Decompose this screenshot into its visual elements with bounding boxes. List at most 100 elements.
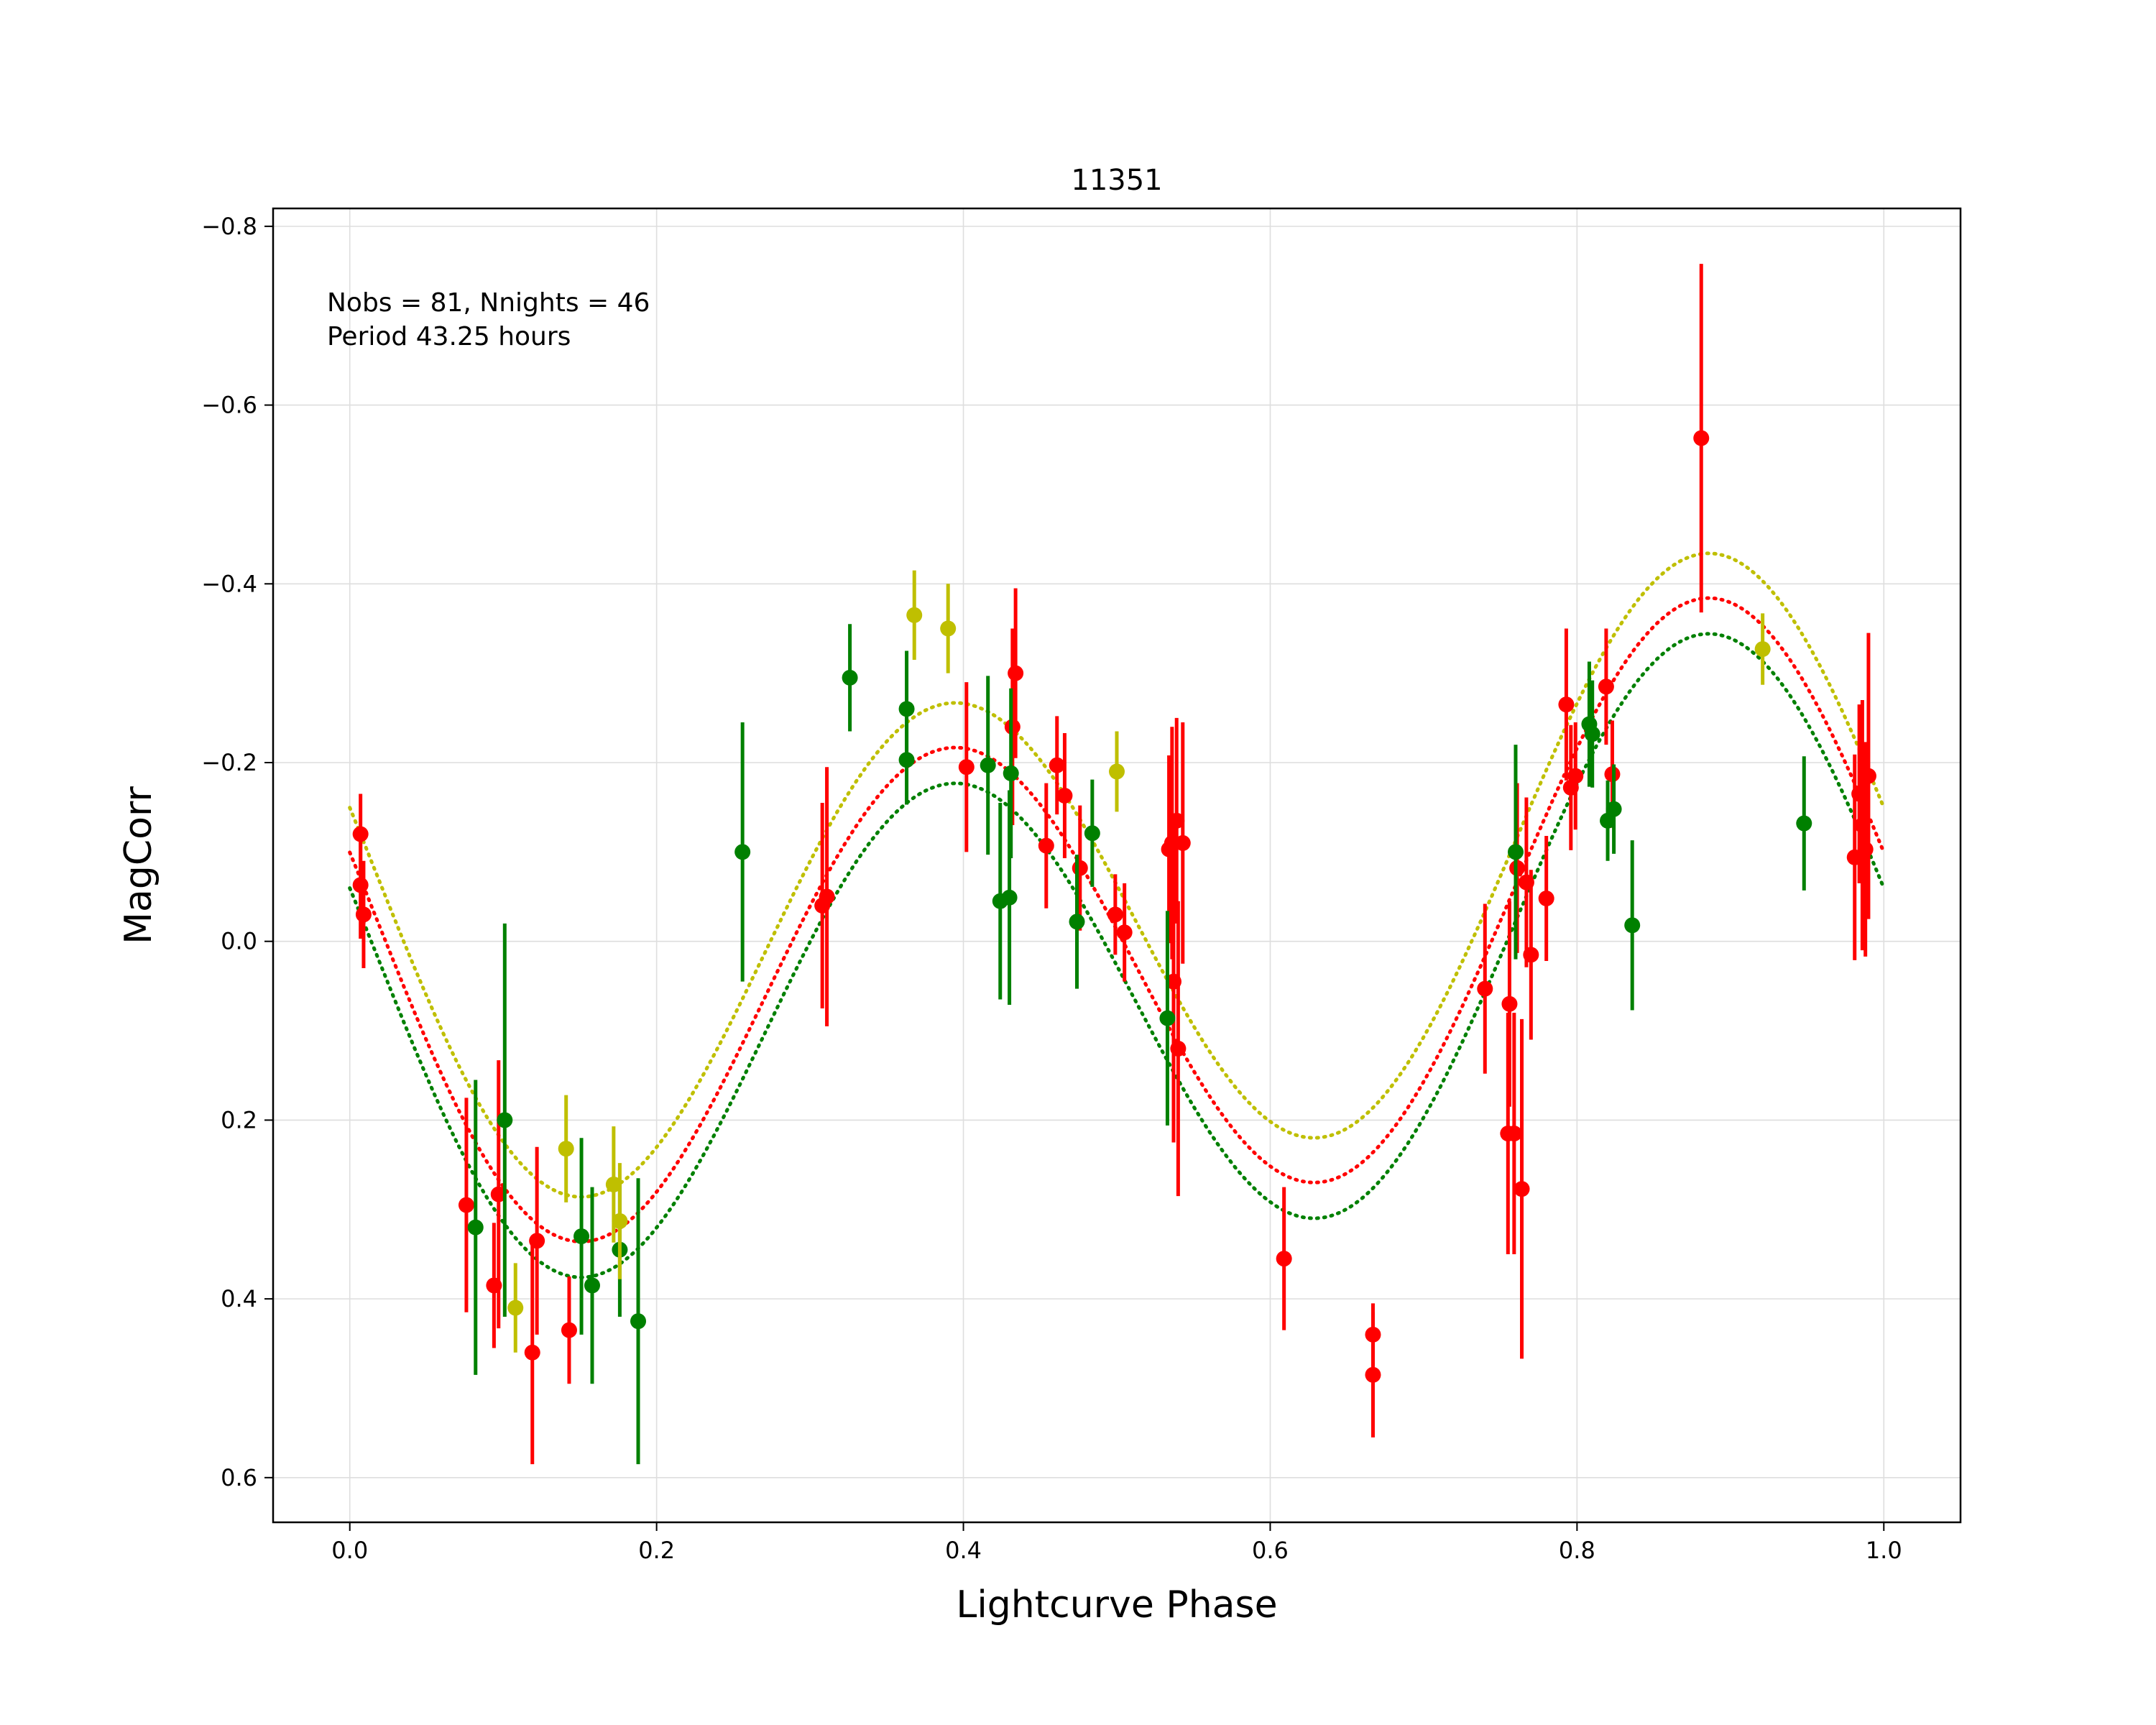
data-point-red	[1558, 628, 1575, 781]
marker	[352, 877, 369, 893]
data-point-yellow	[558, 1095, 574, 1202]
marker	[355, 906, 372, 923]
marker	[1754, 641, 1771, 658]
marker	[819, 888, 835, 905]
data-point-green	[1584, 680, 1600, 788]
marker	[630, 1313, 647, 1330]
marker	[1049, 757, 1065, 773]
data-point-green	[467, 1080, 484, 1375]
data-point-red	[529, 1146, 545, 1335]
data-point-green	[630, 1178, 647, 1465]
marker	[1001, 889, 1018, 906]
marker	[1069, 914, 1085, 930]
marker	[612, 1213, 628, 1229]
plot-frame	[272, 207, 1962, 1524]
data-point-red	[1170, 901, 1187, 1197]
data-point-green	[1069, 855, 1085, 989]
y-tick-label: −0.2	[201, 749, 257, 776]
marker	[1109, 763, 1125, 780]
data-points	[352, 264, 1876, 1465]
data-point-green	[1159, 911, 1176, 1126]
marker	[1598, 678, 1614, 695]
x-tick-label: 0.8	[1559, 1537, 1595, 1564]
marker	[1116, 924, 1133, 941]
marker	[906, 607, 923, 623]
marker	[1477, 980, 1493, 997]
data-point-red	[1693, 264, 1710, 613]
marker	[1693, 430, 1710, 446]
data-point-red	[1506, 1013, 1522, 1254]
marker	[1008, 665, 1024, 681]
marker	[529, 1233, 545, 1249]
y-tick-label: −0.6	[201, 392, 257, 419]
data-point-red	[1169, 717, 1185, 924]
marker	[1506, 1126, 1522, 1142]
y-tick-label: −0.8	[201, 213, 257, 240]
marker	[561, 1322, 577, 1338]
data-point-red	[1514, 1018, 1530, 1359]
marker	[1584, 726, 1600, 742]
data-point-red	[1107, 874, 1123, 955]
marker	[1606, 801, 1622, 817]
data-point-green	[980, 676, 996, 855]
data-point-red	[490, 1060, 507, 1329]
marker	[1860, 768, 1876, 784]
data-point-red	[1174, 722, 1191, 964]
marker	[1170, 1040, 1187, 1057]
data-point-red	[1365, 1312, 1381, 1438]
y-axis-ticks: −0.8 −0.6 −0.4 −0.2 0.0 0.2 0.4 0.6	[201, 213, 273, 1491]
marker	[1857, 841, 1874, 857]
marker	[1523, 947, 1539, 963]
marker	[1169, 812, 1185, 829]
data-point-red	[1276, 1187, 1292, 1330]
marker	[584, 1277, 600, 1294]
marker	[1107, 906, 1123, 923]
y-tick-label: 0.0	[221, 928, 257, 955]
marker	[1501, 995, 1518, 1012]
data-point-red	[1038, 783, 1054, 908]
y-tick-label: 0.2	[221, 1106, 257, 1133]
marker	[507, 1300, 524, 1316]
x-tick-label: 0.4	[945, 1537, 982, 1564]
data-point-red	[819, 767, 835, 1026]
marker	[573, 1228, 590, 1245]
data-point-red	[1860, 632, 1876, 919]
data-point-red	[1477, 903, 1493, 1074]
data-point-green	[1606, 764, 1622, 854]
marker	[1365, 1366, 1381, 1383]
marker	[1514, 1181, 1530, 1197]
data-point-red	[1116, 883, 1133, 982]
data-point-red	[1056, 732, 1073, 859]
data-point-yellow	[906, 570, 923, 660]
marker	[490, 1186, 507, 1202]
marker	[1072, 860, 1088, 876]
marker	[1084, 825, 1100, 842]
marker	[1003, 765, 1019, 781]
data-point-green	[497, 923, 513, 1317]
data-point-yellow	[1754, 613, 1771, 685]
data-point-green	[573, 1138, 590, 1335]
data-point-red	[1523, 870, 1539, 1040]
marker	[1796, 815, 1812, 832]
marker	[898, 752, 915, 768]
y-axis-label: MagCorr	[117, 786, 160, 944]
x-axis-ticks: 0.0 0.2 0.4 0.6 0.8 1.0	[331, 1522, 1902, 1564]
marker	[1567, 768, 1584, 784]
data-point-green	[584, 1187, 600, 1384]
data-point-yellow	[507, 1263, 524, 1353]
data-point-red	[958, 682, 975, 852]
data-point-red	[1049, 716, 1065, 815]
data-point-red	[1501, 901, 1518, 1107]
x-tick-label: 0.2	[638, 1537, 675, 1564]
y-tick-label: 0.4	[221, 1285, 257, 1312]
marker	[842, 669, 858, 686]
data-point-red	[1008, 588, 1024, 758]
marker	[734, 844, 751, 860]
marker	[558, 1141, 574, 1157]
marker	[1038, 837, 1054, 854]
marker	[958, 759, 975, 776]
marker	[1159, 1010, 1176, 1026]
data-point-red	[458, 1098, 474, 1312]
data-point-green	[1507, 745, 1524, 960]
